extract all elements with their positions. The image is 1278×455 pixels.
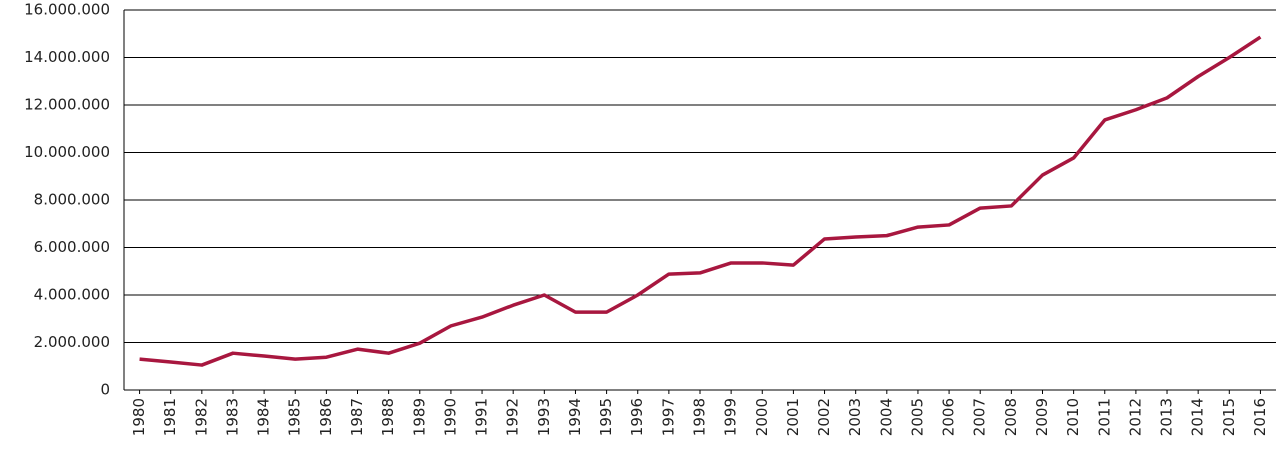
x-tick-label: 1983 [223,398,241,436]
x-tick-label: 1986 [317,398,335,436]
x-tick-label: 1994 [566,398,584,436]
x-tick-label: 2007 [971,398,989,436]
x-tick-label: 2005 [908,398,926,436]
x-tick-label: 1985 [286,398,304,436]
y-tick-label: 0 [100,381,110,399]
x-tick-label: 1988 [379,398,397,436]
x-tick-label: 1989 [410,398,428,436]
x-tick-label: 2000 [753,398,771,436]
x-tick-label: 1990 [441,398,459,436]
x-tick-label: 2010 [1064,398,1082,436]
x-tick-label: 1980 [130,398,148,436]
y-tick-label: 10.000.000 [24,143,110,161]
y-tick-label: 2.000.000 [34,333,110,351]
y-tick-label: 12.000.000 [24,96,110,114]
x-tick-label: 1993 [535,398,553,436]
x-tick-label: 1992 [504,398,522,436]
x-tick-label: 2006 [940,398,958,436]
y-tick-label: 8.000.000 [34,191,110,209]
x-tick-label: 2011 [1095,398,1113,436]
x-tick-label: 1998 [691,398,709,436]
x-tick-label: 1991 [473,398,491,436]
x-tick-label: 1987 [348,398,366,436]
x-tick-label: 2016 [1251,398,1269,436]
data-line [139,35,1262,367]
x-tick-label: 2008 [1002,398,1020,436]
x-tick-label: 1996 [628,398,646,436]
x-tick-label: 1981 [161,398,179,436]
x-tick-label: 1984 [255,398,273,436]
x-tick-label: 2013 [1158,398,1176,436]
x-tick-label: 2004 [877,398,895,436]
y-tick-label: 6.000.000 [34,238,110,256]
x-tick-label: 2002 [815,398,833,436]
x-tick-label: 2009 [1033,398,1051,436]
x-tick-label: 2001 [784,398,802,436]
x-tick-label: 2015 [1220,398,1238,436]
x-tick-label: 1995 [597,398,615,436]
y-tick-label: 4.000.000 [34,286,110,304]
x-tick-label: 2014 [1189,398,1207,436]
x-tick-label: 2003 [846,398,864,436]
x-tick-label: 1997 [659,398,677,436]
x-tick-label: 2012 [1126,398,1144,436]
y-tick-label: 14.000.000 [24,48,110,66]
y-tick-label: 16.000.000 [24,1,110,19]
x-tick-label: 1982 [192,398,210,436]
x-tick-label: 1999 [722,398,740,436]
